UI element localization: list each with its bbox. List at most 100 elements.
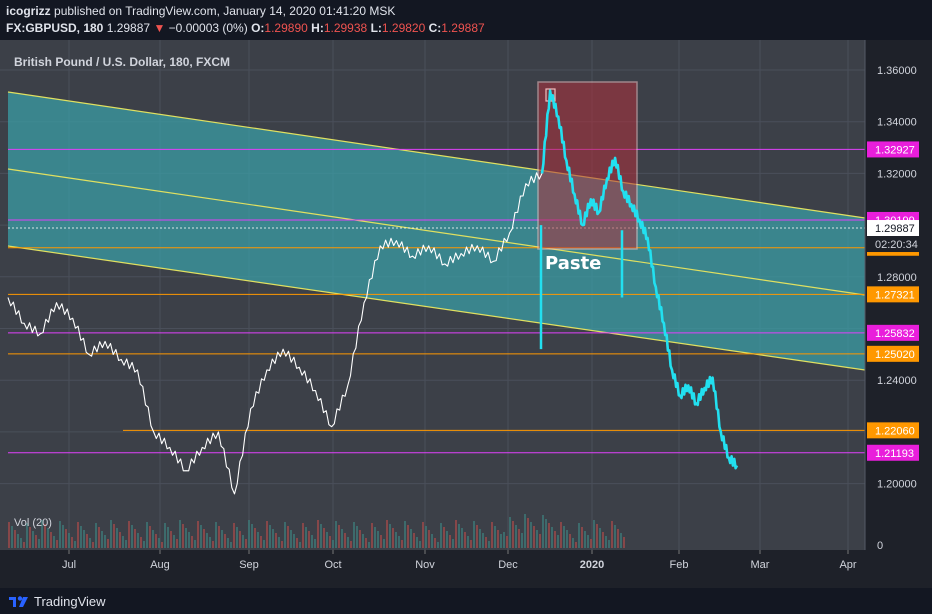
- low-label: L:: [370, 21, 382, 35]
- volume-bar: [197, 521, 199, 548]
- x-tick-label: Oct: [324, 559, 341, 571]
- volume-bar: [35, 535, 37, 548]
- x-tick-label: Aug: [150, 559, 170, 571]
- volume-bar: [539, 534, 541, 548]
- brand-name[interactable]: TradingView: [34, 594, 106, 609]
- author-name[interactable]: icogrizz: [6, 4, 51, 18]
- volume-bar: [233, 523, 235, 548]
- volume-bar: [50, 532, 52, 548]
- channel-fill: [8, 92, 865, 370]
- x-tick-label: Nov: [415, 559, 435, 571]
- level-label: 1.22060: [875, 425, 915, 437]
- volume-bar: [311, 535, 313, 548]
- x-tick-label: Dec: [498, 559, 518, 571]
- volume-bar: [449, 535, 451, 548]
- volume-bar: [479, 529, 481, 548]
- volume-bar: [314, 539, 316, 548]
- volume-bar: [332, 540, 334, 548]
- volume-bar: [86, 534, 88, 548]
- volume-bar: [614, 525, 616, 548]
- volume-bar: [155, 534, 157, 548]
- price-chart[interactable]: British Pound / U.S. Dollar, 180, FXCM V…: [0, 40, 932, 588]
- volume-bar: [218, 526, 220, 548]
- volume-bar: [440, 523, 442, 548]
- volume-bar: [161, 542, 163, 548]
- volume-bar: [623, 537, 625, 548]
- volume-bar: [542, 515, 544, 548]
- volume-bar: [602, 532, 604, 548]
- symbol-label[interactable]: FX:GBPUSD, 180: [6, 21, 104, 35]
- volume-bar: [62, 525, 64, 548]
- volume-bar: [563, 526, 565, 548]
- channel-line: [7, 168, 866, 296]
- volume-bar: [167, 527, 169, 548]
- y-tick-label: 1.20000: [877, 479, 917, 491]
- volume-bar: [485, 537, 487, 548]
- volume-bar: [545, 519, 547, 548]
- level-label-bg: [867, 345, 919, 362]
- price-axis[interactable]: [865, 40, 932, 588]
- volume-bar: [566, 530, 568, 548]
- y-tick-label: 1.32000: [877, 168, 917, 180]
- volume-bar: [425, 526, 427, 548]
- channel-line: [7, 91, 866, 219]
- volume-bar: [14, 530, 16, 548]
- volume-bar: [170, 531, 172, 548]
- volume-bar: [185, 528, 187, 548]
- volume-bar: [377, 531, 379, 548]
- volume-bar: [359, 530, 361, 548]
- volume-bar: [473, 521, 475, 548]
- volume-bar: [20, 538, 22, 548]
- low-value: 1.29820: [381, 21, 426, 35]
- volume-bar: [353, 522, 355, 548]
- volume-bar: [107, 539, 109, 548]
- countdown-bg: [867, 236, 919, 253]
- channel-line: [7, 245, 866, 371]
- volume-bar: [194, 540, 196, 548]
- high-value: 1.29938: [323, 21, 368, 35]
- volume-bar: [191, 536, 193, 548]
- volume-bar: [53, 536, 55, 548]
- volume-bar: [593, 520, 595, 548]
- x-tick-label: Jul: [62, 559, 76, 571]
- time-axis[interactable]: [0, 550, 932, 588]
- volume-bar: [587, 535, 589, 548]
- volume-bar: [215, 522, 217, 548]
- volume-bar: [17, 534, 19, 548]
- volume-bar: [152, 530, 154, 548]
- publish-info: icogrizz published on TradingView.com, J…: [6, 4, 395, 18]
- volume-bar: [506, 536, 508, 548]
- level-label: 1.25832: [875, 328, 915, 340]
- volume-bar: [521, 533, 523, 548]
- volume-bar: [317, 520, 319, 548]
- level-label-bg: [867, 444, 919, 461]
- volume-bar: [260, 536, 262, 548]
- volume-bar: [125, 540, 127, 548]
- volume-bar: [461, 528, 463, 548]
- x-tick-label: Feb: [670, 559, 689, 571]
- volume-bar: [581, 527, 583, 548]
- y-tick-label: 1.24000: [877, 375, 917, 387]
- y-tick-label: 1.34000: [877, 117, 917, 129]
- volume-bar: [71, 537, 73, 548]
- volume-bar: [596, 524, 598, 548]
- volume-bar: [575, 542, 577, 548]
- volume-bar: [383, 539, 385, 548]
- volume-bar: [224, 534, 226, 548]
- level-label-bg: [867, 422, 919, 439]
- volume-bar: [437, 542, 439, 548]
- volume-bar: [590, 539, 592, 548]
- volume-bar: [278, 537, 280, 548]
- volume-bar: [80, 526, 82, 548]
- header-bar: icogrizz published on TradingView.com, J…: [0, 0, 932, 40]
- level-label-bg: [867, 324, 919, 341]
- tradingview-logo-icon[interactable]: [8, 593, 30, 609]
- volume-bar: [572, 538, 574, 548]
- volume-bar: [134, 529, 136, 548]
- volume-bar: [467, 536, 469, 548]
- volume-bar: [101, 531, 103, 548]
- volume-bar: [620, 533, 622, 548]
- volume-bar: [26, 523, 28, 548]
- level-label: 1.21193: [875, 448, 914, 460]
- volume-bar: [29, 527, 31, 548]
